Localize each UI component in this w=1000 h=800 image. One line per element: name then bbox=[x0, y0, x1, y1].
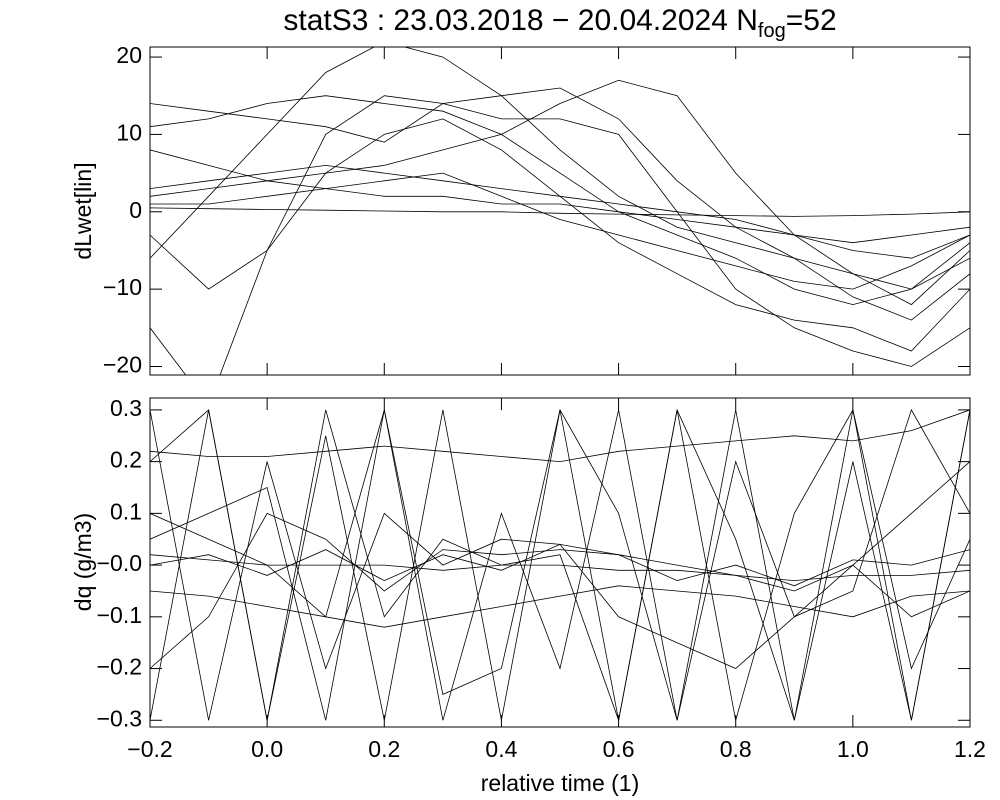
x-tick-label: 0.0 bbox=[251, 736, 283, 762]
trace bbox=[150, 585, 970, 628]
y-tick-label: 0.1 bbox=[110, 498, 142, 524]
trace bbox=[150, 149, 970, 244]
x-tick-label: 0.6 bbox=[603, 736, 635, 762]
title-main: statS3 : 23.03.2018 − 20.04.2024 N bbox=[283, 4, 758, 37]
y-tick-label: −0.3 bbox=[97, 705, 142, 731]
y-tick-label: 0.2 bbox=[110, 447, 142, 473]
y-tick-label: 20 bbox=[116, 42, 142, 68]
x-tick-label: 0.4 bbox=[485, 736, 517, 762]
trace bbox=[150, 47, 970, 306]
trace bbox=[150, 408, 970, 721]
x-tick-label: 1.2 bbox=[954, 736, 986, 762]
trace bbox=[150, 87, 970, 321]
trace bbox=[150, 207, 970, 217]
trace bbox=[150, 172, 970, 290]
y-axis-label: dq (g/m3) bbox=[70, 513, 96, 611]
trace bbox=[150, 512, 970, 669]
y-tick-label: 0 bbox=[129, 197, 142, 223]
title-subscript: fog bbox=[758, 20, 786, 42]
x-tick-label: 0.8 bbox=[720, 736, 752, 762]
y-tick-label: 10 bbox=[116, 119, 142, 145]
trace bbox=[150, 164, 970, 259]
y-tick-label: −0.0 bbox=[97, 550, 142, 576]
y-tick-label: −10 bbox=[103, 274, 142, 300]
y-axis-label: dLwet[lin] bbox=[70, 162, 96, 259]
x-tick-label: −0.2 bbox=[127, 736, 172, 762]
y-tick-label: −0.1 bbox=[97, 602, 142, 628]
x-axis-label: relative time (1) bbox=[481, 770, 639, 796]
trace bbox=[150, 409, 970, 721]
trace bbox=[150, 79, 970, 290]
y-tick-label: 0.3 bbox=[110, 395, 142, 421]
plot-frame bbox=[149, 46, 971, 376]
trace bbox=[150, 95, 970, 375]
x-tick-label: 1.0 bbox=[837, 736, 869, 762]
plot-frame bbox=[149, 397, 971, 728]
title-suffix: =52 bbox=[786, 4, 837, 37]
y-tick-label: −0.2 bbox=[97, 654, 142, 680]
x-tick-label: 0.2 bbox=[368, 736, 400, 762]
y-tick-label: −20 bbox=[103, 352, 142, 378]
trace bbox=[150, 95, 970, 306]
trace bbox=[150, 118, 970, 352]
trace bbox=[150, 408, 970, 722]
trace bbox=[150, 408, 970, 721]
trace bbox=[150, 409, 970, 463]
chart-title: statS3 : 23.03.2018 − 20.04.2024 Nfog=52 bbox=[283, 4, 836, 42]
